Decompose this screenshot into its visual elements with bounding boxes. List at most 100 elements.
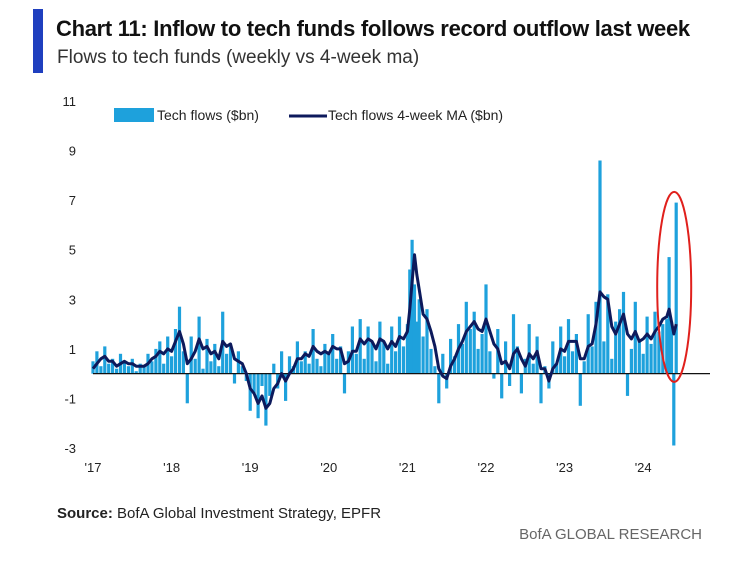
flow-bar bbox=[130, 358, 134, 374]
flow-bar bbox=[193, 358, 197, 374]
flow-bar bbox=[429, 348, 433, 374]
flow-bar bbox=[504, 341, 508, 374]
flow-bar bbox=[586, 314, 590, 374]
flow-bar bbox=[158, 341, 162, 374]
flow-bar bbox=[374, 361, 378, 374]
flow-bar bbox=[476, 348, 480, 374]
flow-bar bbox=[205, 338, 209, 374]
flow-bar bbox=[122, 361, 126, 374]
flow-bar bbox=[460, 343, 464, 374]
flow-bar bbox=[107, 363, 111, 374]
flow-bar bbox=[299, 361, 303, 374]
flow-bar bbox=[625, 373, 630, 396]
flow-bar bbox=[213, 343, 217, 374]
flow-bar bbox=[468, 329, 472, 374]
flow-bar bbox=[311, 329, 315, 374]
y-tick-label: -3 bbox=[64, 441, 76, 456]
flow-bar bbox=[103, 346, 107, 374]
flow-bar bbox=[657, 331, 661, 374]
flow-bar bbox=[335, 358, 339, 374]
flow-bar bbox=[417, 299, 421, 374]
flow-bar bbox=[209, 361, 213, 374]
flow-bar bbox=[256, 373, 260, 419]
flow-bar bbox=[358, 319, 362, 374]
flow-bar bbox=[637, 338, 641, 374]
flow-bar bbox=[508, 373, 512, 386]
flow-bar bbox=[287, 356, 292, 374]
y-tick-label: 11 bbox=[63, 94, 77, 109]
flow-bar bbox=[197, 316, 201, 374]
chart-canvas: 11 9 7 5 3 1 -1 -3 '17 '18 '19 '20 '21 '22 '23 '24 Tec… bbox=[63, 94, 710, 475]
flow-bar bbox=[633, 301, 637, 374]
flow-bar bbox=[268, 373, 272, 396]
flow-bar bbox=[492, 373, 496, 379]
flow-bar bbox=[618, 309, 622, 374]
flow-bar bbox=[437, 373, 441, 404]
flow-bar bbox=[126, 366, 130, 374]
flow-bar bbox=[594, 301, 598, 374]
flow-bar bbox=[590, 346, 594, 374]
x-tick-label: '20 bbox=[320, 460, 337, 475]
chart-subtitle: Flows to tech funds (weekly vs 4-week ma… bbox=[57, 47, 420, 68]
x-tick-label: '23 bbox=[556, 460, 573, 475]
flow-bar bbox=[260, 373, 264, 386]
flow-bar bbox=[570, 351, 575, 374]
flow-bar bbox=[488, 351, 492, 374]
flow-bar bbox=[445, 373, 449, 389]
flow-bar bbox=[661, 324, 665, 374]
flow-bar bbox=[397, 316, 402, 374]
flow-bar bbox=[563, 356, 567, 374]
flow-bar bbox=[394, 351, 398, 374]
flow-bar bbox=[412, 284, 417, 374]
flow-bar bbox=[181, 351, 185, 374]
flow-bar bbox=[629, 348, 633, 374]
flow-bar bbox=[362, 358, 366, 374]
flow-bar bbox=[323, 343, 327, 374]
flow-bar bbox=[189, 336, 193, 374]
chart-title: Chart 11: Inflow to tech funds follows r… bbox=[56, 16, 690, 41]
flow-bar bbox=[669, 321, 674, 374]
flow-bar bbox=[264, 373, 268, 426]
ma-line bbox=[91, 253, 678, 410]
flow-bar bbox=[519, 373, 523, 394]
flow-bar bbox=[240, 366, 244, 374]
flow-bar bbox=[307, 363, 311, 374]
flow-bar bbox=[154, 348, 158, 374]
flow-bar bbox=[166, 336, 170, 374]
flow-bar bbox=[170, 356, 174, 374]
flow-bar bbox=[566, 319, 571, 374]
tech-flows-bars bbox=[91, 160, 678, 446]
flow-bar bbox=[574, 334, 578, 374]
flow-bar bbox=[390, 326, 394, 374]
flow-bar bbox=[598, 160, 602, 374]
flow-bar bbox=[150, 361, 154, 374]
flow-bar bbox=[551, 341, 555, 374]
flow-bar bbox=[641, 353, 645, 374]
flow-bar bbox=[531, 363, 535, 374]
flow-bar bbox=[464, 301, 468, 374]
flow-bar bbox=[602, 341, 606, 374]
flow-bar bbox=[111, 358, 115, 374]
flow-bar bbox=[610, 358, 614, 374]
flow-bar bbox=[415, 321, 419, 374]
flow-bar bbox=[217, 366, 221, 374]
flow-bar bbox=[284, 373, 288, 401]
flow-bar bbox=[331, 334, 335, 374]
flow-bar bbox=[484, 284, 488, 374]
y-tick-label: 9 bbox=[69, 144, 76, 159]
flow-bar bbox=[645, 316, 649, 374]
flow-bar bbox=[142, 366, 146, 374]
flow-bar bbox=[339, 346, 343, 374]
source-text: BofA Global Investment Strategy, EPFR bbox=[112, 505, 382, 522]
flow-bar bbox=[134, 371, 138, 374]
flow-bar bbox=[410, 239, 414, 374]
chart-legend: Tech flows ($bn) Tech flows 4-week MA ($… bbox=[114, 107, 503, 123]
title-accent-bar bbox=[33, 9, 43, 73]
brand-footer: BofA GLOBAL RESEARCH bbox=[519, 526, 702, 543]
flow-bar bbox=[621, 291, 626, 374]
flow-bar bbox=[228, 346, 233, 374]
flow-bar bbox=[582, 361, 586, 374]
flow-bar bbox=[665, 319, 669, 374]
flow-bar bbox=[433, 366, 437, 374]
flow-bar bbox=[386, 363, 390, 374]
